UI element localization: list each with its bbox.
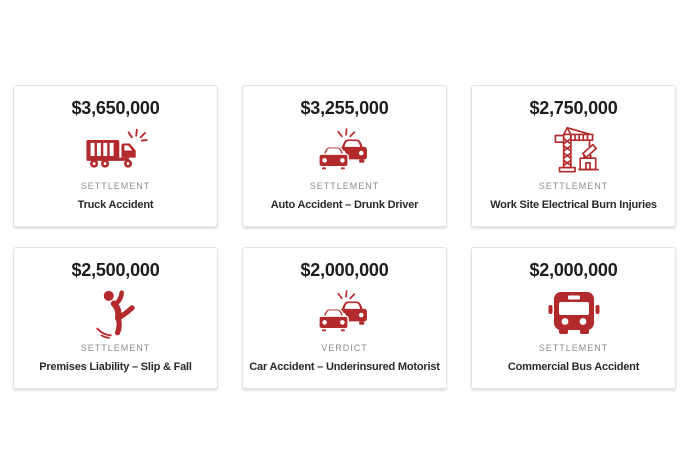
construction-crane-icon <box>472 124 675 178</box>
result-type-label: VERDICT <box>321 343 368 353</box>
result-type-label: SETTLEMENT <box>538 181 609 191</box>
result-card-slip-and-fall: $2,500,000 SETTLEMENT Premises Liability… <box>13 247 218 389</box>
result-type-label: SETTLEMENT <box>80 343 151 353</box>
result-title: Auto Accident – Drunk Driver <box>270 199 419 211</box>
settlement-amount: $2,000,000 <box>529 260 618 280</box>
settlement-amount: $2,750,000 <box>529 98 618 118</box>
result-card-work-site-burn: $2,750,000 <box>471 85 676 227</box>
settlement-amount: $3,650,000 <box>71 98 160 118</box>
settlement-amount: $3,255,000 <box>300 98 389 118</box>
result-title: Premises Liability – Slip & Fall <box>39 361 192 373</box>
result-card-auto-accident-drunk-driver: $3,255,000 <box>242 85 447 227</box>
verdict-amount: $2,000,000 <box>300 260 389 280</box>
case-results-grid: $3,650,000 <box>13 85 676 389</box>
result-card-truck-accident: $3,650,000 <box>13 85 218 227</box>
result-title: Commercial Bus Accident <box>507 361 640 373</box>
result-type-label: SETTLEMENT <box>309 181 380 191</box>
result-type-label: SETTLEMENT <box>80 181 151 191</box>
result-card-commercial-bus: $2,000,000 SETTLEMENT Commercial <box>471 247 676 389</box>
bus-icon <box>472 286 675 340</box>
slip-and-fall-icon <box>14 286 217 340</box>
result-title: Car Accident – Underinsured Motorist <box>249 361 440 373</box>
car-crash-icon <box>243 124 446 178</box>
result-card-car-accident-underinsured: $2,000,000 <box>242 247 447 389</box>
result-type-label: SETTLEMENT <box>538 343 609 353</box>
car-crash-icon <box>243 286 446 340</box>
result-title: Truck Accident <box>77 199 154 211</box>
settlement-amount: $2,500,000 <box>71 260 160 280</box>
result-title: Work Site Electrical Burn Injuries <box>490 199 657 211</box>
truck-accident-icon <box>14 124 217 178</box>
